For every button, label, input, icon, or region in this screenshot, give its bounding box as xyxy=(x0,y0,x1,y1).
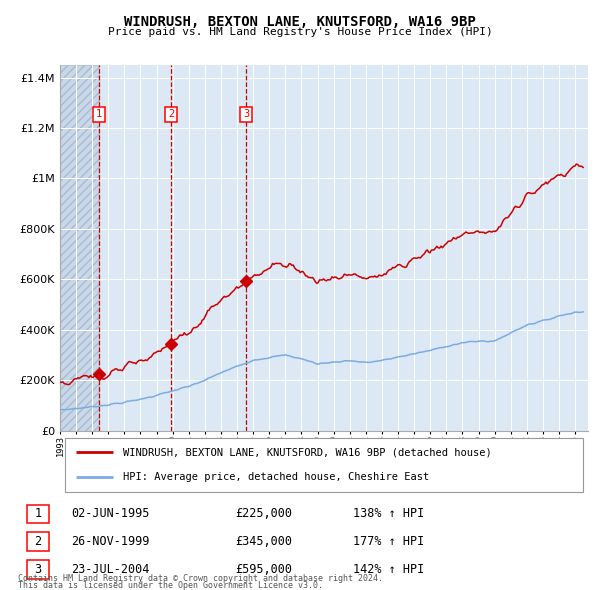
Text: WINDRUSH, BEXTON LANE, KNUTSFORD, WA16 9BP: WINDRUSH, BEXTON LANE, KNUTSFORD, WA16 9… xyxy=(124,15,476,29)
Text: £595,000: £595,000 xyxy=(235,563,292,576)
Text: 177% ↑ HPI: 177% ↑ HPI xyxy=(353,535,424,548)
Text: 26-NOV-1999: 26-NOV-1999 xyxy=(71,535,149,548)
FancyBboxPatch shape xyxy=(27,532,49,550)
Text: This data is licensed under the Open Government Licence v3.0.: This data is licensed under the Open Gov… xyxy=(18,581,323,590)
Text: £345,000: £345,000 xyxy=(235,535,292,548)
Text: 1: 1 xyxy=(34,507,41,520)
Text: 02-JUN-1995: 02-JUN-1995 xyxy=(71,507,149,520)
Text: 3: 3 xyxy=(243,109,249,119)
Text: HPI: Average price, detached house, Cheshire East: HPI: Average price, detached house, Ches… xyxy=(124,472,430,482)
FancyBboxPatch shape xyxy=(27,560,49,579)
Text: 138% ↑ HPI: 138% ↑ HPI xyxy=(353,507,424,520)
Text: 142% ↑ HPI: 142% ↑ HPI xyxy=(353,563,424,576)
Text: 3: 3 xyxy=(34,563,41,576)
FancyBboxPatch shape xyxy=(27,504,49,523)
Text: 2: 2 xyxy=(168,109,174,119)
Text: Price paid vs. HM Land Registry's House Price Index (HPI): Price paid vs. HM Land Registry's House … xyxy=(107,27,493,37)
Text: 2: 2 xyxy=(34,535,41,548)
Text: £225,000: £225,000 xyxy=(235,507,292,520)
Text: 1: 1 xyxy=(96,109,102,119)
Text: WINDRUSH, BEXTON LANE, KNUTSFORD, WA16 9BP (detached house): WINDRUSH, BEXTON LANE, KNUTSFORD, WA16 9… xyxy=(124,447,492,457)
Text: Contains HM Land Registry data © Crown copyright and database right 2024.: Contains HM Land Registry data © Crown c… xyxy=(18,574,383,583)
Text: 23-JUL-2004: 23-JUL-2004 xyxy=(71,563,149,576)
FancyBboxPatch shape xyxy=(65,438,583,491)
Bar xyxy=(60,65,99,431)
